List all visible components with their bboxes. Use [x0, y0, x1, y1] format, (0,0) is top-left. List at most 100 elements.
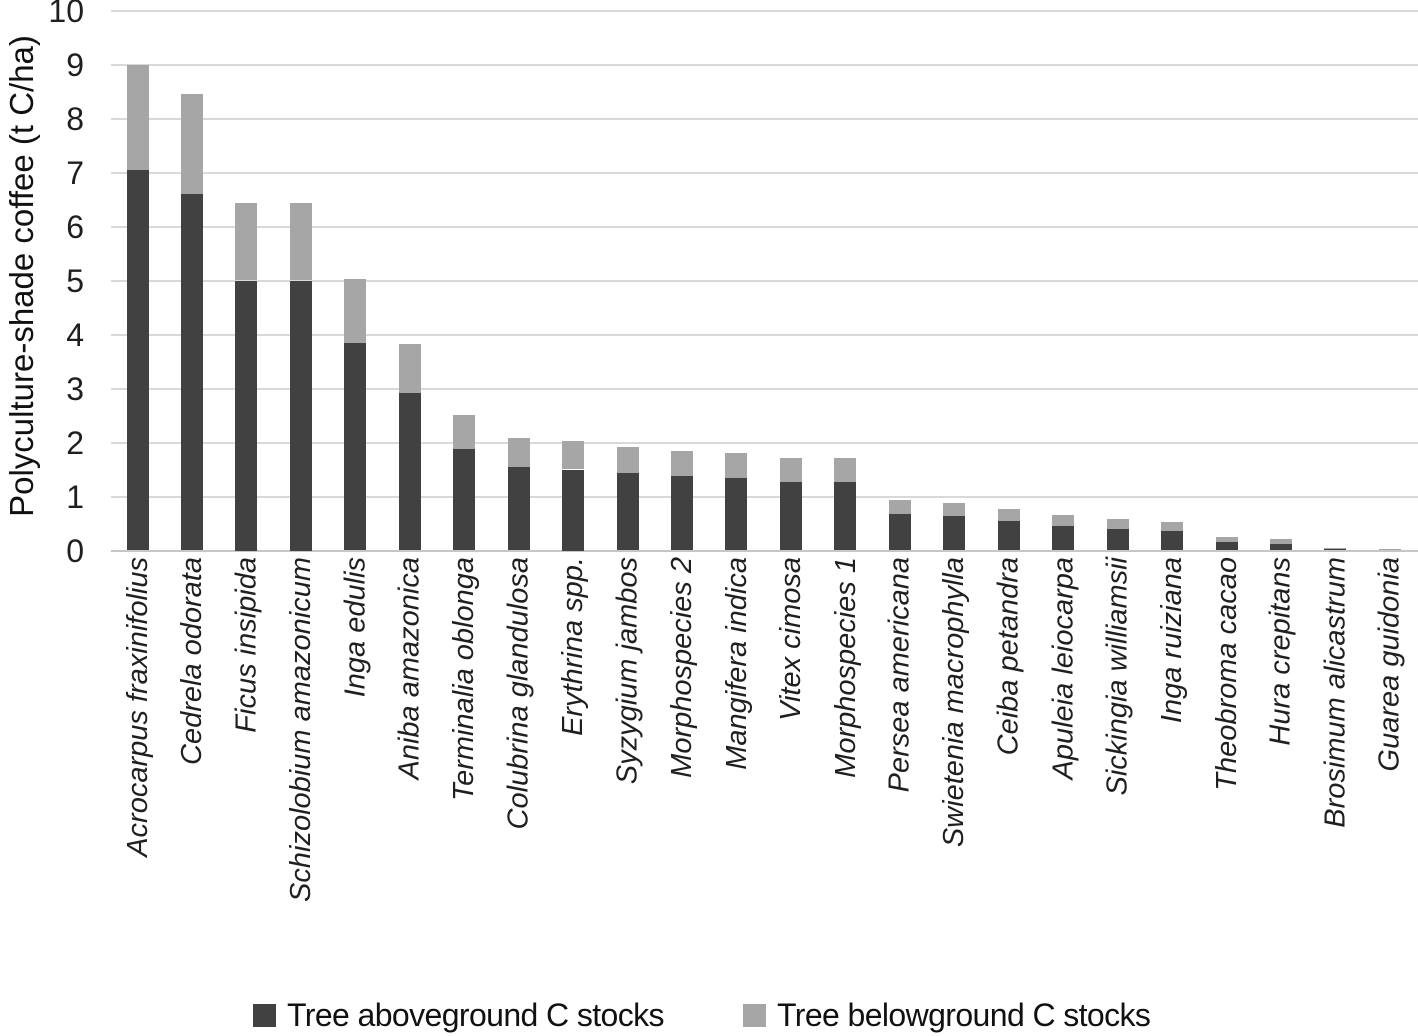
x-category-label-text: Cedrela odorata — [175, 557, 208, 765]
x-category-label-text: Morphospecies 2 — [666, 557, 698, 778]
x-category-label-text: Erythrina spp. — [557, 557, 590, 736]
x-category-label-text: Ficus insipida — [230, 557, 263, 733]
bar-segment-belowground — [779, 457, 802, 482]
gridline — [110, 279, 1418, 282]
gridline — [110, 171, 1418, 174]
x-category-label-text: Hura crepitans — [1264, 557, 1297, 746]
gridline — [110, 9, 1418, 12]
bar-segment-aboveground — [1052, 525, 1075, 551]
bar-segment-belowground — [725, 453, 748, 478]
bar-segment-belowground — [562, 440, 585, 470]
bar-segment-belowground — [507, 438, 530, 467]
x-category-label-text: Vitex cimosa — [774, 557, 807, 721]
gridline — [110, 441, 1418, 444]
bar-segment-aboveground — [671, 475, 693, 551]
y-tick-label: 2 — [66, 424, 84, 461]
x-category-label-text: Swietenia macrophylla — [938, 557, 971, 848]
x-category-label-text: Mangifera indica — [720, 557, 753, 770]
bar-segment-aboveground — [507, 466, 530, 551]
x-category-label-text: Colubrina glandulosa — [502, 557, 535, 830]
bar-segment-belowground — [453, 414, 476, 449]
bar-segment-aboveground — [1161, 531, 1184, 551]
x-category-label-text: Terminalia oblonga — [448, 557, 481, 801]
y-tick-label: 0 — [66, 532, 84, 569]
bar-segment-belowground — [1215, 537, 1238, 542]
x-category-label-text: Schizolobium amazonicum — [284, 557, 317, 902]
y-tick-label: 4 — [66, 316, 84, 353]
x-category-label-text: Acrocarpus fraxinifolius — [121, 557, 154, 857]
gridline — [110, 495, 1418, 498]
gridline — [110, 333, 1418, 336]
legend-item-belowground: Tree belowground C stocks — [743, 997, 1151, 1033]
bar-segment-belowground — [1052, 514, 1075, 526]
bar-segment-aboveground — [616, 473, 639, 551]
y-tick-label: 8 — [66, 100, 84, 137]
bar-segment-aboveground — [344, 342, 367, 551]
x-category-label-text: Morphospecies 1 — [829, 557, 862, 778]
x-category-label-text: Ceiba petandra — [992, 557, 1025, 756]
legend-swatch-aboveground-icon — [253, 1003, 276, 1027]
bar-segment-belowground — [1106, 519, 1129, 529]
bar-segment-belowground — [398, 344, 421, 393]
y-tick-label: 9 — [66, 46, 84, 83]
bar-segment-aboveground — [1324, 548, 1347, 551]
gridline — [110, 63, 1418, 66]
x-category-label-text: Sickingia williamsii — [1101, 557, 1134, 796]
bar-segment-belowground — [671, 451, 693, 476]
x-category-label-text: Guarea guidonia — [1373, 557, 1406, 772]
y-tick-label: 10 — [48, 0, 84, 29]
bar-segment-belowground — [344, 279, 367, 343]
x-category-label-text: Brosimum alicastrum — [1319, 557, 1352, 828]
bar-segment-aboveground — [1378, 549, 1401, 551]
bar-segment-aboveground — [235, 280, 258, 551]
bar-segment-belowground — [289, 202, 312, 281]
bar-segment-belowground — [1269, 538, 1292, 544]
bar-segment-aboveground — [126, 169, 149, 551]
legend-label-belowground: Tree belowground C stocks — [777, 997, 1151, 1033]
y-tick-label: 3 — [66, 370, 84, 407]
bar-segment-aboveground — [398, 392, 421, 551]
legend-label-aboveground: Tree aboveground C stocks — [287, 997, 665, 1033]
bar-segment-belowground — [834, 457, 857, 482]
x-category-label-text: Inga ruiziana — [1156, 557, 1189, 724]
y-tick-label: 7 — [66, 154, 84, 191]
bar-segment-aboveground — [834, 481, 857, 551]
gridline — [110, 225, 1418, 228]
bar-segment-aboveground — [943, 516, 966, 551]
bar-segment-belowground — [943, 502, 966, 517]
bar-segment-aboveground — [779, 481, 802, 551]
bar-segment-aboveground — [180, 194, 203, 551]
x-category-label-text: Aniba amazonica — [393, 557, 426, 780]
bar-segment-belowground — [1161, 521, 1184, 532]
bar-segment-belowground — [180, 93, 203, 195]
legend-swatch-belowground-icon — [743, 1003, 766, 1027]
bar-segment-aboveground — [1106, 528, 1129, 551]
gridline — [110, 387, 1418, 390]
bar-segment-belowground — [1378, 548, 1401, 550]
bar-segment-belowground — [126, 64, 149, 170]
x-category-label-text: Persea americana — [883, 557, 916, 793]
y-tick-label: 5 — [66, 262, 84, 299]
bar-segment-aboveground — [888, 514, 911, 551]
bar-segment-aboveground — [725, 477, 748, 551]
bar-segment-belowground — [997, 509, 1020, 521]
bar-segment-belowground — [616, 446, 639, 474]
legend-item-aboveground: Tree aboveground C stocks — [253, 997, 665, 1033]
bar-segment-aboveground — [453, 448, 476, 551]
bar-segment-belowground — [235, 202, 258, 281]
x-category-label-text: Inga edulis — [339, 557, 372, 698]
bar-segment-aboveground — [1269, 544, 1292, 551]
bar-segment-belowground — [1324, 547, 1347, 549]
x-category-label-text: Theobroma cacao — [1210, 557, 1243, 791]
x-category-label-text: Apuleia leiocarpa — [1047, 557, 1080, 780]
gridline — [110, 117, 1418, 120]
bar-segment-aboveground — [1215, 541, 1238, 551]
y-tick-label: 1 — [66, 478, 84, 515]
bar-segment-belowground — [888, 500, 911, 515]
x-category-label-text: Syzygium jambos — [611, 557, 644, 785]
x-axis-line — [110, 549, 1418, 552]
bar-segment-aboveground — [997, 520, 1020, 551]
y-tick-label: 6 — [66, 208, 84, 245]
bar-segment-aboveground — [289, 280, 312, 551]
